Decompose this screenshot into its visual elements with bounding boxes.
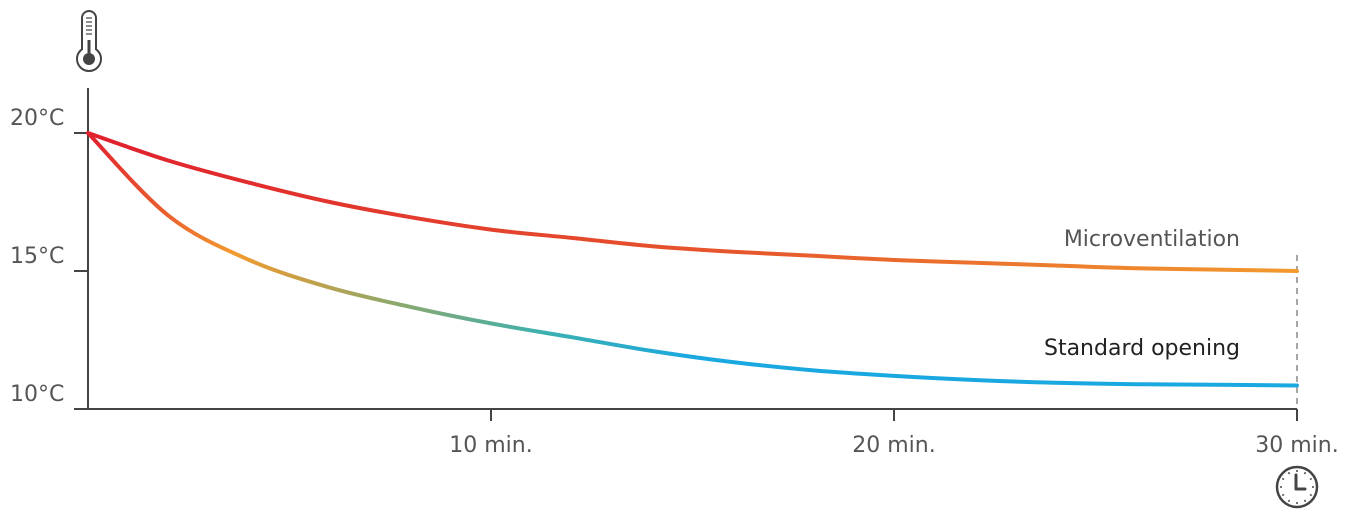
x-tick-label: 30 min. <box>1255 433 1338 458</box>
x-tick-label: 20 min. <box>852 433 935 458</box>
y-tick-label: 20°C <box>10 106 64 131</box>
x-tick-label: 10 min. <box>449 433 532 458</box>
series-line-standard-opening <box>86 131 1299 388</box>
clock-icon <box>1275 465 1319 509</box>
series-label-microventilation: Microventilation <box>1064 227 1240 252</box>
thermometer-icon <box>76 10 102 72</box>
y-ticks: 10°C 15°C 20°C <box>10 106 88 410</box>
series-label-standard-opening: Standard opening <box>1044 336 1240 361</box>
x-ticks: 10 min. 20 min. 30 min. <box>449 409 1339 458</box>
y-tick-label: 15°C <box>10 244 64 269</box>
y-tick-label: 10°C <box>10 382 64 407</box>
series-line-microventilation <box>86 131 1299 273</box>
